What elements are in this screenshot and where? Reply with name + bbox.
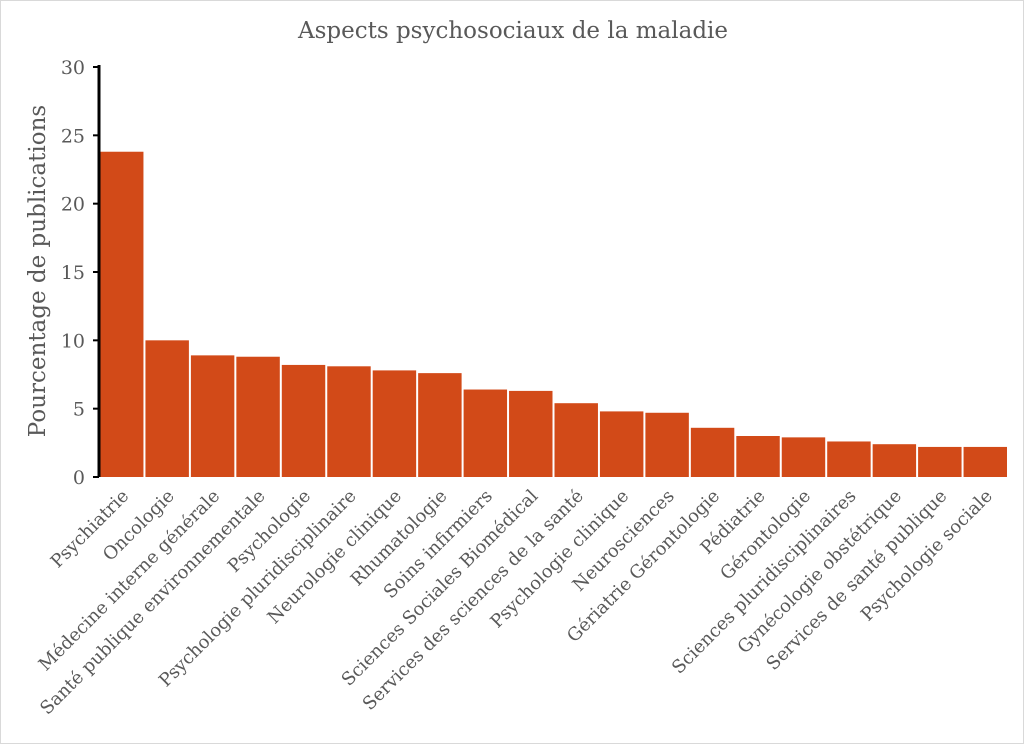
bar <box>781 437 826 477</box>
bar <box>236 356 280 477</box>
bar <box>645 412 689 477</box>
y-tick-label: 0 <box>73 467 85 489</box>
bar <box>918 446 962 477</box>
bars <box>100 151 1007 478</box>
bar <box>872 444 917 477</box>
y-tick-label: 15 <box>61 262 85 284</box>
bar <box>690 427 735 477</box>
bar <box>509 390 553 477</box>
y-tick-label: 30 <box>61 57 85 79</box>
bar <box>190 355 235 477</box>
bar <box>963 446 1007 477</box>
bar <box>145 340 189 477</box>
bar <box>736 436 780 477</box>
y-tick-label: 25 <box>61 125 85 147</box>
bar <box>599 411 644 477</box>
y-tick-label: 10 <box>61 330 85 352</box>
bar <box>327 366 371 477</box>
bar <box>418 373 462 477</box>
bar <box>827 441 871 477</box>
bar <box>372 370 417 477</box>
bar <box>554 403 598 477</box>
y-tick-label: 5 <box>73 399 85 421</box>
bar <box>100 151 144 478</box>
bar <box>463 389 508 477</box>
y-axis-label: Pourcentage de publications <box>25 105 51 437</box>
y-axis-ticks: 0 5 10 15 20 25 30 <box>61 57 99 489</box>
bar <box>281 364 326 477</box>
y-tick-label: 20 <box>61 194 85 216</box>
chart-title: Aspects psychosociaux de la maladie <box>297 18 728 44</box>
